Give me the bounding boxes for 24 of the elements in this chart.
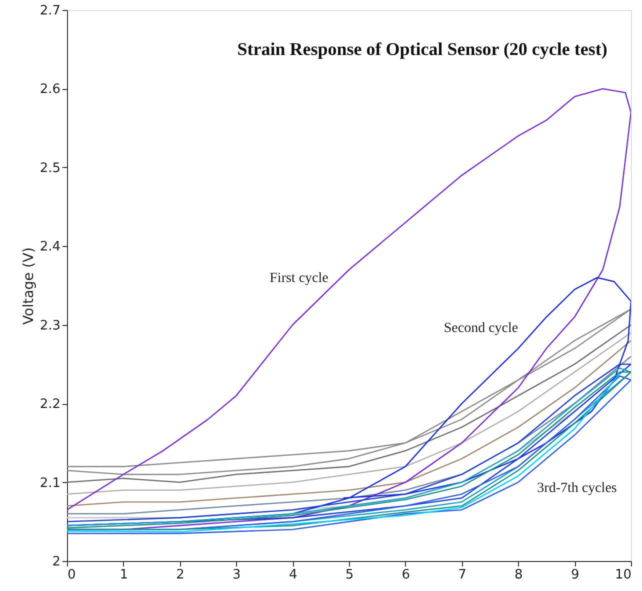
x-tick-label: 6 — [402, 568, 410, 582]
x-tick-label: 2 — [176, 568, 184, 582]
text: Strain Response of Optical Sensor (20 cycle test) — [237, 39, 608, 59]
y-tick-label: 2.7 — [40, 4, 60, 18]
y-tick-label: 2.5 — [40, 160, 60, 176]
y-axis-title: Voltage (V) — [20, 247, 37, 325]
x-tick-label: 3 — [232, 568, 241, 582]
y-tick-label: 2.2 — [40, 397, 60, 412]
x-tick-label: 10 — [614, 568, 632, 582]
x-tick-label: 4 — [288, 568, 298, 582]
x-tick-label: 5 — [345, 568, 354, 582]
x-tick-label: 9 — [570, 568, 580, 582]
x-tick-label: 1 — [120, 568, 128, 582]
y-tick-label: 2.4 — [40, 240, 60, 255]
annotation: 3rd-7th cycles — [537, 481, 617, 496]
y-tick-label: 2.3 — [40, 318, 60, 334]
x-tick-label: 7 — [458, 568, 466, 582]
annotation: First cycle — [270, 271, 328, 286]
x-tick-label: 0 — [68, 568, 76, 582]
annotation: Second cycle — [444, 321, 518, 336]
y-tick-label: 2.6 — [40, 82, 60, 98]
y-tick-label: 2.1 — [40, 476, 60, 491]
x-tick-label: 8 — [514, 568, 523, 582]
y-tick-label: 2 — [52, 554, 60, 570]
